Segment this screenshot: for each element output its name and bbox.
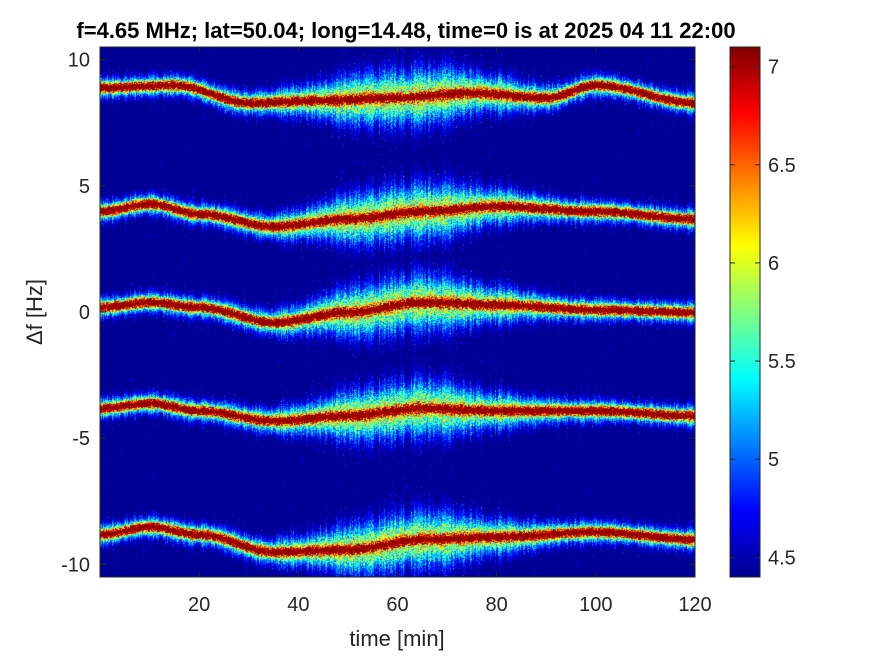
x-tick-label: 120 [678, 594, 711, 616]
colorbar-tick-label: 7 [768, 57, 779, 79]
x-tick-label: 60 [386, 594, 408, 616]
y-tick-label: 10 [68, 50, 90, 72]
colorbar-tick-label: 4.5 [768, 547, 796, 569]
x-tick-label: 80 [486, 594, 508, 616]
plot-frame [99, 46, 696, 578]
y-tick-label: 0 [79, 302, 90, 324]
colorbar-tick-label: 6.5 [768, 155, 796, 177]
colorbar-ticks: 4.5 5 5.5 6 6.5 7 [730, 57, 796, 569]
y-tick-label: -5 [72, 428, 90, 450]
x-tick-label: 40 [287, 594, 309, 616]
colorbar: 4.5 5 5.5 6 6.5 7 [729, 46, 796, 578]
colorbar-gradient [729, 46, 761, 578]
x-tick-label: 100 [579, 594, 612, 616]
plot-area: 20 40 60 80 100 120 10 5 0 -5 -10 [61, 46, 712, 616]
colorbar-tick-label: 5.5 [768, 351, 796, 373]
x-axis-ticks: 20 40 60 80 100 120 [188, 47, 712, 616]
y-axis-ticks: 10 5 0 -5 -10 [61, 50, 695, 576]
x-tick-label: 20 [188, 594, 210, 616]
chart-title: f=4.65 MHz; lat=50.04; long=14.48, time=… [76, 18, 735, 43]
y-tick-label: -10 [61, 554, 90, 576]
y-axis-label: Δf [Hz] [22, 279, 47, 345]
colorbar-tick-label: 5 [768, 449, 779, 471]
x-axis-label: time [min] [349, 626, 444, 651]
colorbar-tick-label: 6 [768, 253, 779, 275]
y-tick-label: 5 [79, 176, 90, 198]
